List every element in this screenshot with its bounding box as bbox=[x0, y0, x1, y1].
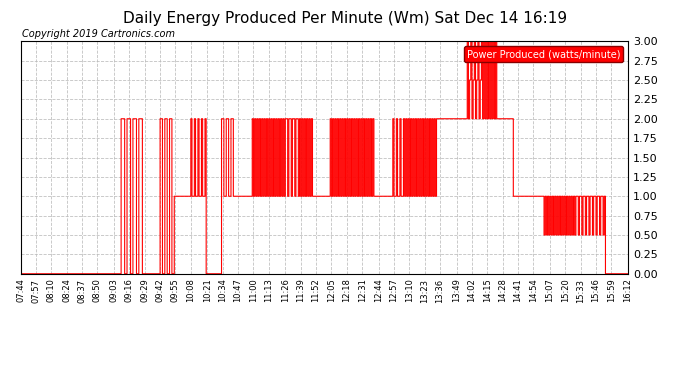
Text: Copyright 2019 Cartronics.com: Copyright 2019 Cartronics.com bbox=[22, 29, 175, 39]
Legend: Power Produced (watts/minute): Power Produced (watts/minute) bbox=[464, 46, 623, 62]
Text: Daily Energy Produced Per Minute (Wm) Sat Dec 14 16:19: Daily Energy Produced Per Minute (Wm) Sa… bbox=[123, 11, 567, 26]
